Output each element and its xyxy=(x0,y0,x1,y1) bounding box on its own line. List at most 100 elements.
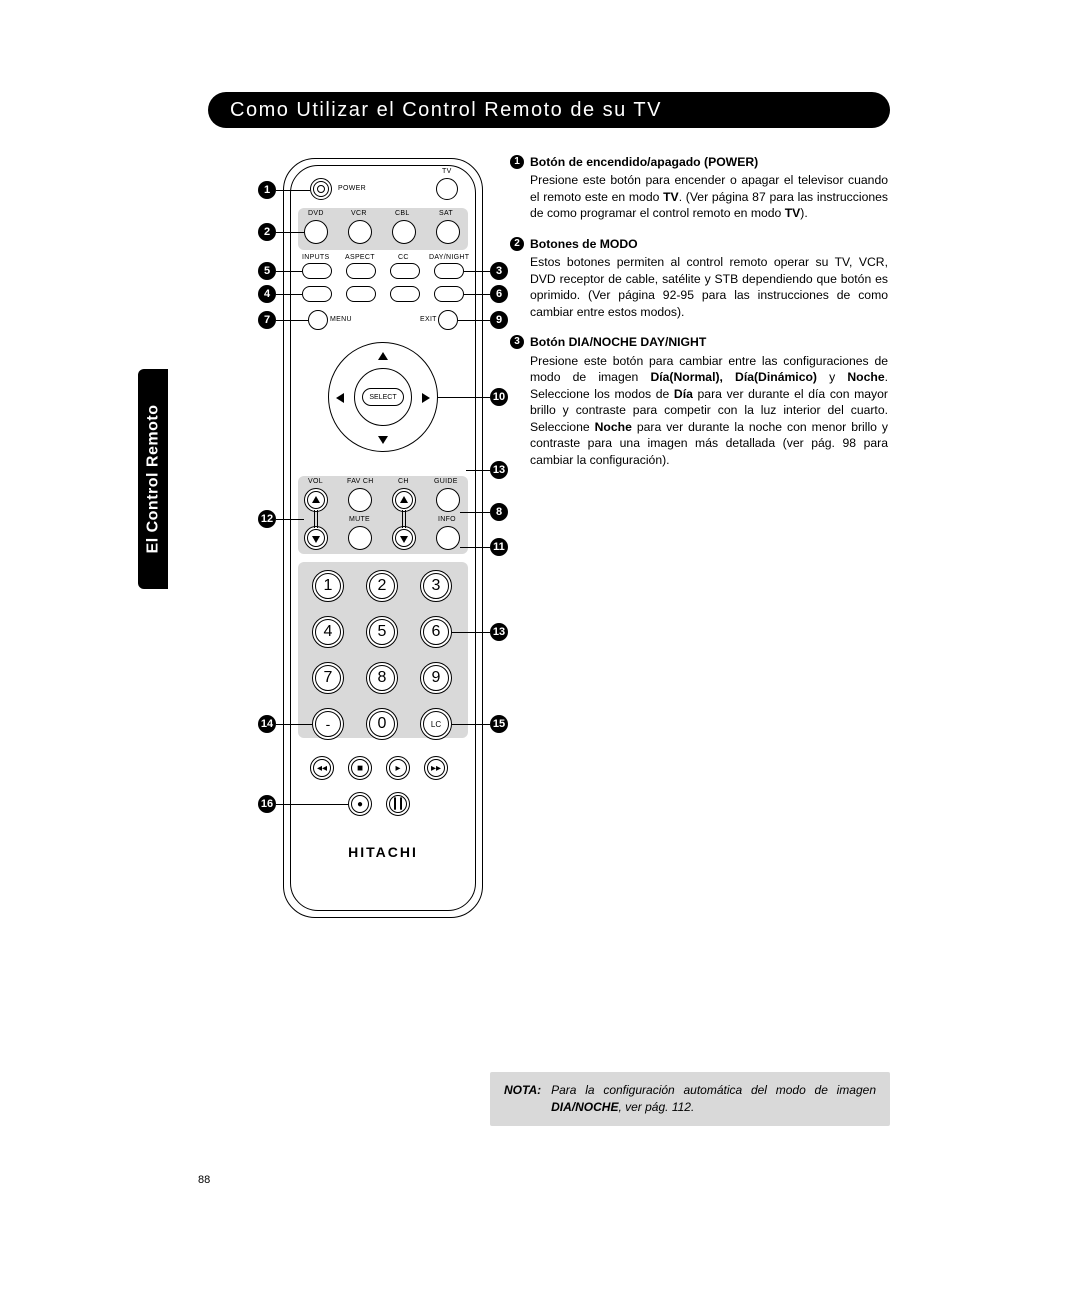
inputs-label: INPUTS xyxy=(302,254,329,261)
callout-8: 8 xyxy=(490,503,508,521)
keypad-6: 6 xyxy=(420,616,452,648)
play-button: ▸ xyxy=(386,756,410,780)
mute-button xyxy=(348,526,372,550)
description-column: 1 Botón de encendido/apagado (POWER) Pre… xyxy=(510,154,888,482)
page-number: 88 xyxy=(198,1174,210,1186)
ch-down-button xyxy=(392,526,416,550)
power-label: POWER xyxy=(338,185,366,192)
desc-title-2: Botones de MODO xyxy=(530,236,638,252)
desc-item-2: 2 Botones de MODO Estos botones permiten… xyxy=(510,236,888,320)
daynight-button xyxy=(434,263,464,279)
note-box: NOTA: Para la configuración automática d… xyxy=(490,1072,890,1126)
blank-button-2 xyxy=(346,286,376,302)
ch-rocker-link xyxy=(402,510,406,528)
lead-8 xyxy=(460,512,490,513)
lead-3 xyxy=(464,271,490,272)
lead-10 xyxy=(438,397,490,398)
side-tab: El Control Remoto xyxy=(138,369,168,589)
manual-page: Como Utilizar el Control Remoto de su TV… xyxy=(0,0,1080,1296)
desc-item-1: 1 Botón de encendido/apagado (POWER) Pre… xyxy=(510,154,888,222)
blank-button-4 xyxy=(434,286,464,302)
dpad-right-icon xyxy=(422,393,430,403)
lead-4 xyxy=(276,294,302,295)
vcr-label: VCR xyxy=(351,210,367,217)
keypad-9: 9 xyxy=(420,662,452,694)
side-tab-label: El Control Remoto xyxy=(144,405,162,554)
desc-title-1: Botón de encendido/apagado (POWER) xyxy=(530,154,758,170)
callout-1: 1 xyxy=(258,181,276,199)
callout-3: 3 xyxy=(490,262,508,280)
callout-7: 7 xyxy=(258,311,276,329)
pause-button: ┃┃ xyxy=(386,792,410,816)
vol-down-button xyxy=(304,526,328,550)
menu-label: MENU xyxy=(330,316,352,323)
vol-label: VOL xyxy=(308,478,323,485)
callout-4: 4 xyxy=(258,285,276,303)
keypad-dash: - xyxy=(312,708,344,740)
keypad-3: 3 xyxy=(420,570,452,602)
vcr-button xyxy=(348,220,372,244)
sat-label: SAT xyxy=(439,210,453,217)
exit-button xyxy=(438,310,458,330)
dvd-button xyxy=(304,220,328,244)
inputs-button xyxy=(302,263,332,279)
desc-item-3: 3 Botón DIA/NOCHE DAY/NIGHT Presione est… xyxy=(510,334,888,468)
callout-14: 14 xyxy=(258,715,276,733)
guide-label: GUIDE xyxy=(434,478,458,485)
lead-13a xyxy=(466,470,490,471)
desc-body-1: Presione este botón para encender o apag… xyxy=(510,172,888,221)
rewind-button: ◂◂ xyxy=(310,756,334,780)
dvd-label: DVD xyxy=(308,210,324,217)
lead-2 xyxy=(276,232,304,233)
lead-12 xyxy=(276,519,304,520)
favch-button xyxy=(348,488,372,512)
callout-11: 11 xyxy=(490,538,508,556)
desc-bullet-1: 1 xyxy=(510,155,524,169)
aspect-label: ASPECT xyxy=(345,254,375,261)
lead-5 xyxy=(276,271,302,272)
sat-button xyxy=(436,220,460,244)
exit-label: EXIT xyxy=(420,316,437,323)
ch-up-button xyxy=(392,488,416,512)
cbl-button xyxy=(392,220,416,244)
desc-bullet-2: 2 xyxy=(510,237,524,251)
desc-body-3: Presione este botón para cambiar entre l… xyxy=(510,353,888,468)
desc-title-3: Botón DIA/NOCHE DAY/NIGHT xyxy=(530,334,706,350)
aspect-button xyxy=(346,263,376,279)
tv-label: TV xyxy=(442,168,452,175)
lead-14 xyxy=(276,724,312,725)
keypad-5: 5 xyxy=(366,616,398,648)
menu-button xyxy=(308,310,328,330)
brand-label: HITACHI xyxy=(283,844,483,860)
lead-6 xyxy=(464,294,490,295)
record-button: ● xyxy=(348,792,372,816)
cc-button xyxy=(390,263,420,279)
callout-15: 15 xyxy=(490,715,508,733)
keypad-lc: LC xyxy=(420,708,452,740)
dpad-down-icon xyxy=(378,436,388,444)
keypad-8: 8 xyxy=(366,662,398,694)
guide-button xyxy=(436,488,460,512)
lead-16 xyxy=(276,804,348,805)
section-title-bar: Como Utilizar el Control Remoto de su TV xyxy=(208,92,890,128)
tv-mode-button xyxy=(436,178,458,200)
ffwd-button: ▸▸ xyxy=(424,756,448,780)
lead-1 xyxy=(276,190,310,191)
callout-12: 12 xyxy=(258,510,276,528)
note-label: NOTA: xyxy=(504,1082,541,1116)
callout-5: 5 xyxy=(258,262,276,280)
favch-label: FAV CH xyxy=(347,478,374,485)
info-label: INFO xyxy=(438,516,456,523)
cbl-label: CBL xyxy=(395,210,410,217)
daynight-label: DAY/NIGHT xyxy=(429,254,469,261)
callout-9: 9 xyxy=(490,311,508,329)
lead-13b xyxy=(452,632,490,633)
callout-6: 6 xyxy=(490,285,508,303)
cc-label: CC xyxy=(398,254,409,261)
keypad-1: 1 xyxy=(312,570,344,602)
keypad-7: 7 xyxy=(312,662,344,694)
ch-label: CH xyxy=(398,478,409,485)
keypad-0: 0 xyxy=(366,708,398,740)
keypad-2: 2 xyxy=(366,570,398,602)
callout-13a: 13 xyxy=(490,461,508,479)
